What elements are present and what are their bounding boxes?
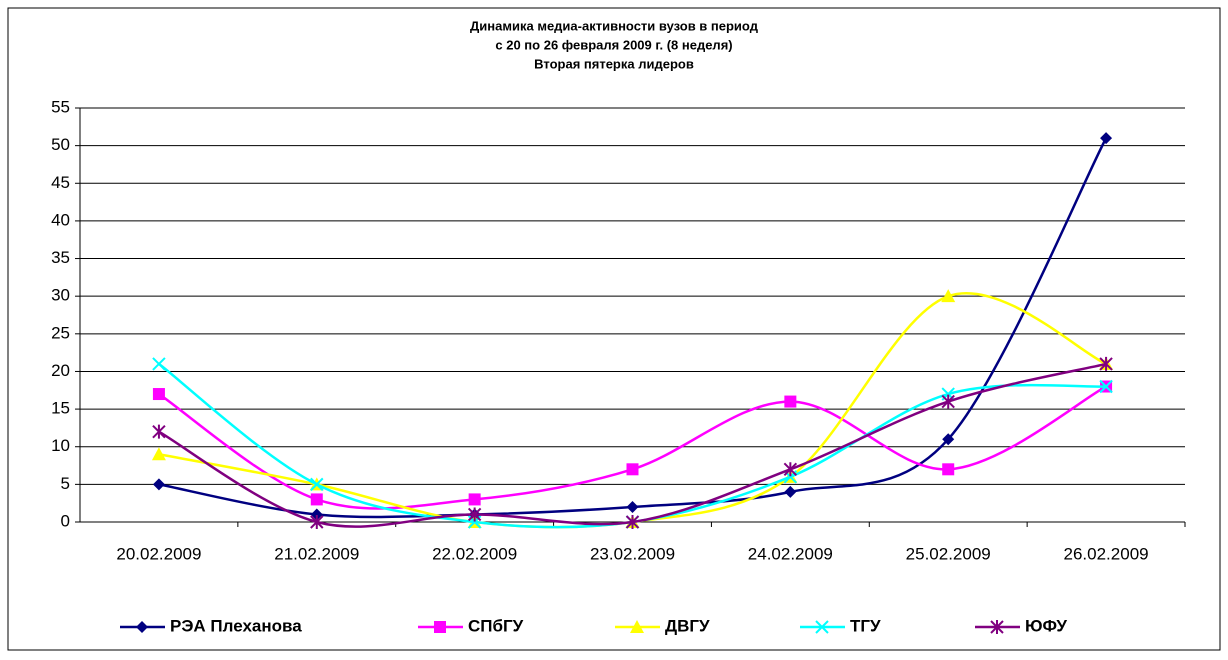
marker	[310, 508, 323, 521]
y-tick-label: 30	[51, 286, 70, 305]
marker	[942, 463, 955, 476]
marker	[152, 388, 165, 401]
y-tick-label: 35	[51, 248, 70, 267]
y-tick-label: 25	[51, 323, 70, 342]
x-tick-label: 25.02.2009	[906, 544, 991, 563]
y-tick-label: 10	[51, 436, 70, 455]
marker	[626, 500, 639, 513]
x-tick-label: 20.02.2009	[116, 544, 201, 563]
marker	[310, 477, 324, 492]
marker	[152, 478, 165, 491]
y-tick-label: 15	[51, 399, 70, 418]
chart-title: Динамика медиа-активности вузов в период	[470, 18, 759, 33]
y-tick-label: 55	[51, 97, 70, 116]
y-tick-label: 5	[61, 474, 70, 493]
marker	[784, 485, 797, 498]
marker	[783, 462, 798, 477]
marker	[467, 507, 482, 522]
chart-title: с 20 по 26 февраля 2009 г. (8 неделя)	[495, 37, 732, 52]
legend-label: РЭА Плеханова	[170, 616, 302, 635]
marker	[625, 515, 640, 529]
marker	[784, 395, 797, 408]
marker	[941, 394, 955, 409]
marker	[815, 620, 829, 634]
marker	[1099, 356, 1113, 371]
marker	[1100, 132, 1113, 145]
marker	[310, 493, 323, 506]
marker	[630, 620, 644, 633]
legend-label: СПбГУ	[468, 616, 524, 635]
legend-label: ДВГУ	[665, 616, 710, 635]
x-tick-label: 22.02.2009	[432, 544, 517, 563]
y-tick-label: 50	[51, 135, 70, 154]
marker	[1099, 379, 1113, 394]
y-tick-label: 40	[51, 210, 70, 229]
chart-area	[7, 7, 1221, 651]
marker	[941, 289, 956, 303]
marker	[310, 515, 324, 529]
marker	[990, 620, 1004, 634]
y-tick-label: 45	[51, 173, 70, 192]
x-tick-label: 26.02.2009	[1064, 544, 1149, 563]
marker	[151, 447, 166, 461]
y-tick-label: 0	[61, 511, 70, 530]
marker	[626, 463, 639, 476]
x-tick-label: 24.02.2009	[748, 544, 833, 563]
legend-label: ЮФУ	[1025, 616, 1067, 635]
chart-title: Вторая пятерка лидеров	[534, 56, 694, 71]
marker	[468, 493, 481, 506]
x-tick-label: 21.02.2009	[274, 544, 359, 563]
legend-label: ТГУ	[850, 616, 881, 635]
marker	[152, 357, 166, 371]
marker	[152, 424, 166, 439]
marker	[136, 621, 148, 633]
marker	[434, 621, 446, 633]
marker	[942, 433, 955, 446]
x-tick-label: 23.02.2009	[590, 544, 675, 563]
y-tick-label: 20	[51, 361, 70, 380]
